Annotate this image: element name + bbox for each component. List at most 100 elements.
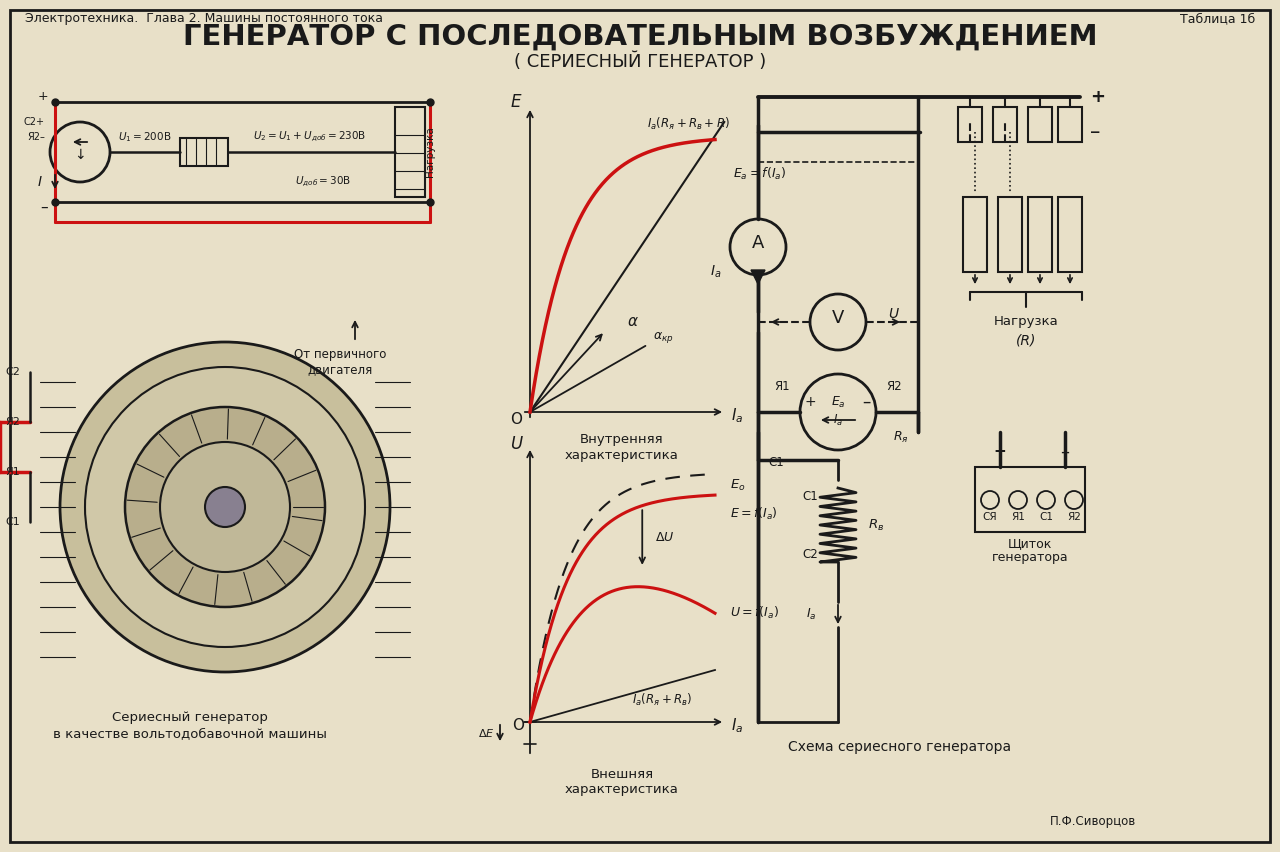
Bar xyxy=(325,493,404,521)
Circle shape xyxy=(125,407,325,607)
Text: Я1: Я1 xyxy=(5,467,20,477)
Bar xyxy=(1028,107,1052,142)
Text: Внешняя: Внешняя xyxy=(590,768,654,780)
Text: П.Ф.Сиворцов: П.Ф.Сиворцов xyxy=(1050,815,1137,828)
Text: I: I xyxy=(38,175,42,189)
Text: –: – xyxy=(861,393,870,411)
Bar xyxy=(963,197,987,272)
Text: (R): (R) xyxy=(1016,333,1037,347)
Text: $I_a$: $I_a$ xyxy=(710,264,722,280)
Bar xyxy=(29,704,420,712)
Text: C2: C2 xyxy=(803,548,818,561)
Circle shape xyxy=(60,342,390,672)
Text: СЯ: СЯ xyxy=(983,512,997,522)
Text: C2+: C2+ xyxy=(24,117,45,127)
Circle shape xyxy=(160,442,291,572)
Text: O: O xyxy=(509,412,522,428)
Text: U: U xyxy=(888,307,899,321)
Text: $E=f(I_a)$: $E=f(I_a)$ xyxy=(730,506,778,522)
Bar xyxy=(998,197,1021,272)
Circle shape xyxy=(800,374,876,450)
Text: $R_я$: $R_я$ xyxy=(893,429,909,445)
Polygon shape xyxy=(751,270,765,284)
Text: $I_a(R_я+R_в+R)$: $I_a(R_я+R_в+R)$ xyxy=(646,116,730,132)
Text: $E_o$: $E_o$ xyxy=(730,478,746,493)
Text: С1: С1 xyxy=(1039,512,1053,522)
Text: в качестве вольтодобавочной машины: в качестве вольтодобавочной машины xyxy=(52,728,326,740)
Text: ↓: ↓ xyxy=(74,148,86,162)
Text: C1: C1 xyxy=(803,490,818,503)
Circle shape xyxy=(1037,491,1055,509)
Text: $\Delta E$: $\Delta E$ xyxy=(479,727,495,739)
Text: $I_a(R_я+R_в)$: $I_a(R_я+R_в)$ xyxy=(632,692,692,708)
Text: характеристика: характеристика xyxy=(564,450,678,463)
Text: характеристика: характеристика xyxy=(564,784,678,797)
Bar xyxy=(993,107,1018,142)
Text: Схема сериесного генератора: Схема сериесного генератора xyxy=(788,740,1011,754)
Text: –: – xyxy=(1091,122,1101,142)
Circle shape xyxy=(205,487,244,527)
Text: $E_a= f(I_a)$: $E_a= f(I_a)$ xyxy=(733,166,786,182)
Text: ( СЕРИЕСНЫЙ ГЕНЕРАТОР ): ( СЕРИЕСНЫЙ ГЕНЕРАТОР ) xyxy=(513,53,767,72)
Text: V: V xyxy=(832,309,845,327)
Text: O: O xyxy=(512,718,524,734)
Text: E: E xyxy=(511,93,521,111)
Text: Внутренняя: Внутренняя xyxy=(580,434,664,446)
Bar xyxy=(29,322,420,692)
Text: Я2: Я2 xyxy=(1068,512,1080,522)
Text: Я2: Я2 xyxy=(5,417,20,427)
Bar xyxy=(1059,197,1082,272)
Circle shape xyxy=(1009,491,1027,509)
Circle shape xyxy=(50,122,110,182)
Text: Я2: Я2 xyxy=(886,381,901,394)
Circle shape xyxy=(730,219,786,275)
Text: Щиток: Щиток xyxy=(1007,538,1052,550)
Text: $I_a$: $I_a$ xyxy=(833,412,844,428)
Bar xyxy=(349,687,399,712)
Text: $U_2=U_1+U_{доб}=230$В: $U_2=U_1+U_{доб}=230$В xyxy=(253,130,366,144)
Circle shape xyxy=(810,294,867,350)
Text: $U_1=200$В: $U_1=200$В xyxy=(118,130,172,144)
Text: Нагрузка: Нагрузка xyxy=(425,127,435,177)
Text: $E_a$: $E_a$ xyxy=(831,394,845,410)
Text: Я2–: Я2– xyxy=(27,132,45,142)
Text: $\Delta U$: $\Delta U$ xyxy=(655,531,675,544)
Bar xyxy=(1059,107,1082,142)
Text: $I_a$: $I_a$ xyxy=(731,406,744,425)
Text: Таблица 1б: Таблица 1б xyxy=(1180,12,1254,25)
Text: $\alpha_{кр}$: $\alpha_{кр}$ xyxy=(654,331,675,345)
Text: +: + xyxy=(1091,88,1105,106)
Text: генератора: генератора xyxy=(992,551,1069,565)
Text: A: A xyxy=(751,234,764,252)
Text: $I_a$: $I_a$ xyxy=(731,717,744,735)
Text: C1: C1 xyxy=(768,456,783,469)
Text: $U=f(I_a)$: $U=f(I_a)$ xyxy=(730,605,780,621)
Bar xyxy=(1028,197,1052,272)
Text: U: U xyxy=(509,435,522,453)
Circle shape xyxy=(980,491,998,509)
Bar xyxy=(975,467,1085,532)
Text: –: – xyxy=(41,199,49,215)
Circle shape xyxy=(1065,491,1083,509)
Bar xyxy=(180,138,228,166)
Text: Я1: Я1 xyxy=(1011,512,1025,522)
Circle shape xyxy=(84,367,365,647)
Text: C2: C2 xyxy=(5,367,20,377)
Text: $U_{доб}=30$В: $U_{доб}=30$В xyxy=(294,175,351,189)
Text: Я1: Я1 xyxy=(774,381,790,394)
Text: –: – xyxy=(1061,443,1070,461)
Text: +: + xyxy=(993,445,1006,459)
Text: C1: C1 xyxy=(5,517,20,527)
Text: $I_a$: $I_a$ xyxy=(805,607,817,622)
Bar xyxy=(396,107,425,197)
Text: +: + xyxy=(804,395,815,409)
Text: $R_в$: $R_в$ xyxy=(868,517,884,532)
Text: Электротехника.  Глава 2. Машины постоянного тока: Электротехника. Глава 2. Машины постоянн… xyxy=(26,12,383,25)
Text: $\alpha$: $\alpha$ xyxy=(627,314,639,329)
Bar xyxy=(50,687,100,712)
Text: Сериесный генератор: Сериесный генератор xyxy=(113,711,268,723)
Text: От первичного
двигателя: От первичного двигателя xyxy=(294,348,387,376)
Text: +: + xyxy=(37,90,49,103)
Bar xyxy=(957,107,982,142)
Text: Нагрузка: Нагрузка xyxy=(993,315,1059,329)
